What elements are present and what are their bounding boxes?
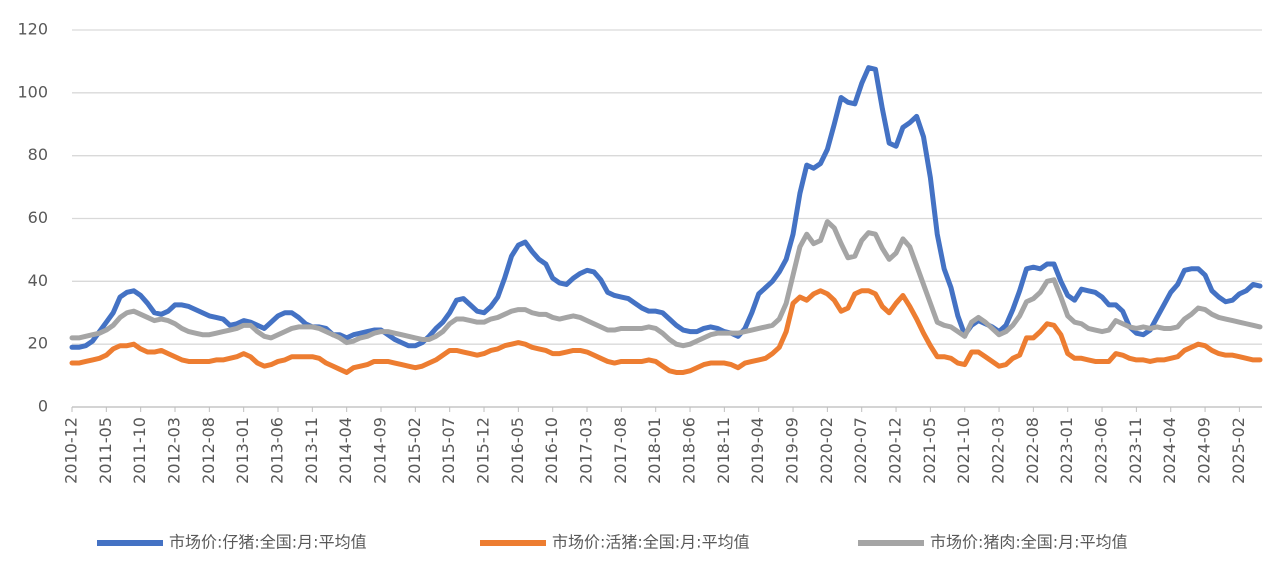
x-tick-label: 2022-03: [989, 417, 1008, 484]
y-tick-label: 40: [28, 271, 48, 290]
x-tick-label: 2023-11: [1126, 417, 1145, 484]
x-tick-label: 2024-04: [1160, 417, 1179, 484]
legend-label: 市场价:猪肉:全国:月:平均值: [930, 533, 1128, 552]
x-tick-label: 2021-05: [920, 417, 939, 484]
x-tick-label: 2010-12: [62, 417, 81, 484]
x-tick-label: 2014-09: [371, 417, 390, 484]
x-tick-label: 2017-03: [577, 417, 596, 484]
y-tick-label: 20: [28, 334, 48, 353]
x-tick-label: 2015-02: [405, 417, 424, 484]
x-tick-label: 2018-06: [680, 417, 699, 484]
x-tick-label: 2021-10: [954, 417, 973, 484]
x-tick-label: 2019-04: [748, 417, 767, 484]
x-tick-label: 2018-11: [714, 417, 733, 484]
y-tick-label: 100: [17, 82, 48, 101]
x-tick-label: 2011-10: [130, 417, 149, 484]
legend-label: 市场价:仔猪:全国:月:平均值: [169, 533, 367, 552]
x-tick-label: 2017-08: [611, 417, 630, 484]
series-line: [69, 219, 1263, 349]
x-tick-label: 2020-07: [851, 417, 870, 484]
x-tick-label: 2013-06: [268, 417, 287, 484]
x-tick-label: 2025-02: [1229, 417, 1248, 484]
x-tick-label: 2020-02: [817, 417, 836, 484]
x-tick-label: 2015-07: [439, 417, 458, 484]
x-tick-label: 2013-11: [302, 417, 321, 484]
y-tick-label: 80: [28, 145, 48, 164]
x-tick-label: 2016-10: [542, 417, 561, 484]
x-tick-label: 2023-06: [1092, 417, 1111, 484]
x-tick-label: 2012-03: [165, 417, 184, 484]
x-tick-label: 2011-05: [96, 417, 115, 484]
y-tick-label: 120: [17, 20, 48, 39]
y-tick-label: 60: [28, 208, 48, 227]
x-tick-label: 2019-09: [783, 417, 802, 484]
legend-label: 市场价:活猪:全国:月:平均值: [552, 533, 750, 552]
x-tick-label: 2022-08: [1023, 417, 1042, 484]
x-tick-label: 2013-01: [233, 417, 252, 484]
series-line: [69, 65, 1263, 350]
x-tick-label: 2014-04: [336, 417, 355, 484]
x-tick-label: 2020-12: [886, 417, 905, 484]
x-tick-label: 2012-08: [199, 417, 218, 484]
x-tick-label: 2023-01: [1057, 417, 1076, 484]
series-line: [69, 288, 1263, 375]
x-tick-label: 2015-12: [474, 417, 493, 484]
x-tick-label: 2024-09: [1195, 417, 1214, 484]
x-tick-label: 2018-01: [645, 417, 664, 484]
x-tick-label: 2016-05: [508, 417, 527, 484]
y-tick-label: 0: [38, 397, 48, 416]
